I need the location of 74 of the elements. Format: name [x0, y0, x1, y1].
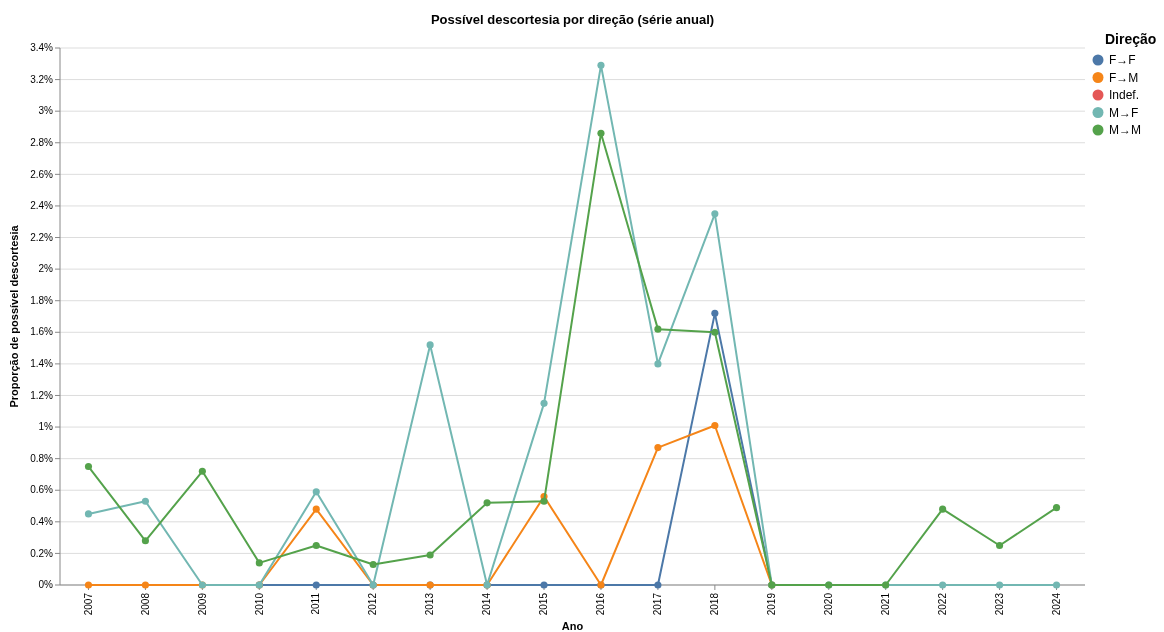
point	[1052, 504, 1061, 512]
point	[255, 559, 263, 567]
y-tick-label: 3%	[38, 105, 54, 117]
y-tick-label: 0.8%	[30, 452, 54, 464]
point	[540, 399, 548, 407]
x-tick-label: 2024	[1050, 592, 1062, 616]
x-tick-label: 2009	[196, 592, 208, 616]
point	[84, 462, 93, 471]
y-tick-label: 0.4%	[30, 516, 54, 528]
point	[540, 497, 548, 505]
legend-label: Indef.	[1109, 88, 1140, 103]
x-tick-label: 2012	[367, 592, 379, 616]
chart-title: Possível descortesia por direção (série anual)	[430, 12, 715, 27]
y-tick-label: 0%	[38, 579, 54, 591]
point	[711, 421, 719, 430]
point	[312, 541, 320, 550]
point	[654, 360, 662, 368]
point	[312, 488, 320, 496]
x-tick-label: 2013	[424, 592, 436, 616]
y-tick-label: 1.2%	[30, 389, 54, 401]
x-tick-label: 2008	[139, 592, 151, 616]
point	[654, 444, 662, 452]
point	[711, 309, 719, 317]
y-tick-label: 0.6%	[30, 484, 54, 496]
x-tick-label: 2011	[310, 592, 322, 615]
x-tick-label: 2023	[993, 592, 1005, 616]
point	[198, 467, 206, 475]
x-tick-label: 2014	[481, 592, 493, 616]
y-tick-label: 2%	[38, 263, 54, 275]
y-tick-label: 2.4%	[30, 200, 54, 212]
x-axis-title: Ano	[561, 620, 584, 632]
y-tick-label: 1.6%	[30, 326, 54, 338]
legend-title: Direção	[1105, 31, 1157, 47]
x-tick-label: 2010	[253, 592, 265, 616]
x-tick-label: 2022	[936, 592, 948, 616]
point	[369, 560, 377, 569]
point	[483, 499, 491, 507]
y-tick-label: 3.2%	[30, 73, 54, 85]
x-tick-label: 2021	[879, 592, 891, 616]
point	[711, 328, 719, 336]
y-axis-title: Proporção de possível descortesia	[8, 224, 20, 408]
point	[426, 341, 434, 349]
x-tick-label: 2019	[766, 592, 778, 616]
point	[141, 497, 149, 505]
point	[84, 581, 93, 589]
y-tick-label: 3.4%	[30, 42, 54, 54]
point	[84, 510, 93, 518]
point	[1052, 581, 1061, 589]
point	[426, 551, 434, 559]
y-tick-label: 1%	[38, 421, 54, 433]
x-tick-label: 2015	[538, 592, 550, 616]
point	[939, 505, 947, 513]
x-tick-label: 2020	[822, 592, 834, 616]
point	[597, 129, 605, 137]
point	[597, 61, 605, 69]
y-tick-label: 0.2%	[30, 547, 54, 559]
x-tick-label: 2016	[595, 592, 607, 616]
x-tick-label: 2007	[82, 592, 94, 616]
legend-label: F→M	[1109, 70, 1139, 85]
y-tick-label: 2.8%	[30, 136, 54, 148]
point	[996, 541, 1004, 550]
y-tick-label: 1.4%	[30, 358, 54, 370]
x-tick-label: 2017	[652, 592, 664, 616]
point	[141, 537, 149, 545]
point	[312, 505, 320, 513]
y-tick-label: 2.6%	[30, 168, 54, 180]
x-tick-label: 2018	[709, 592, 721, 616]
y-tick-label: 2.2%	[30, 231, 54, 243]
legend-label: M→M	[1109, 123, 1141, 138]
legend-label: F→F	[1109, 53, 1136, 68]
point	[711, 210, 719, 218]
legend-label: M→F	[1109, 105, 1139, 120]
point	[654, 325, 662, 333]
y-tick-label: 1.8%	[30, 294, 54, 306]
